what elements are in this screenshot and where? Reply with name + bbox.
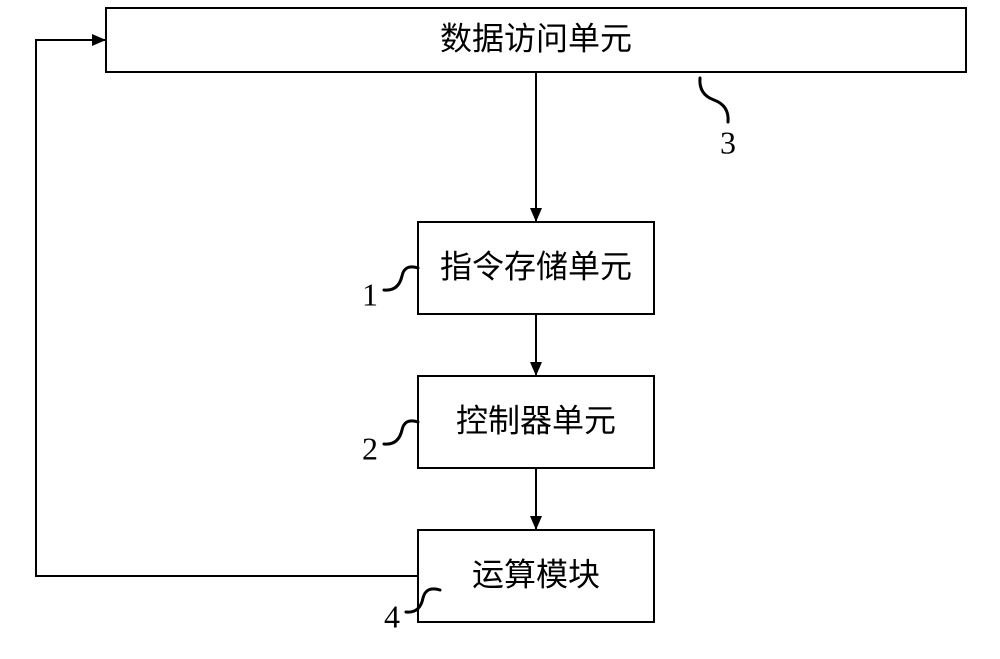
ref-number-1: 1 bbox=[362, 276, 378, 312]
node-top: 数据访问单元 bbox=[106, 8, 966, 72]
node-instr-label: 指令存储单元 bbox=[440, 248, 632, 284]
node-instr: 指令存储单元 bbox=[418, 222, 654, 314]
node-ctrl: 控制器单元 bbox=[418, 376, 654, 468]
ref-squiggle-1 bbox=[384, 267, 418, 290]
node-op: 运算模块 bbox=[418, 530, 654, 622]
ref-squiggle-4 bbox=[406, 589, 440, 612]
node-ctrl-label: 控制器单元 bbox=[456, 402, 616, 438]
ref-label-1: 1 bbox=[362, 267, 418, 312]
ref-number-3: 3 bbox=[720, 124, 736, 160]
node-top-label: 数据访问单元 bbox=[440, 20, 632, 56]
ref-number-2: 2 bbox=[362, 430, 378, 466]
ref-squiggle-3 bbox=[700, 78, 728, 122]
ref-number-4: 4 bbox=[384, 598, 400, 634]
ref-label-3: 3 bbox=[700, 78, 736, 160]
ref-squiggle-2 bbox=[384, 421, 418, 444]
ref-label-2: 2 bbox=[362, 421, 418, 466]
node-op-label: 运算模块 bbox=[472, 556, 600, 592]
edge-op-to-top bbox=[36, 40, 418, 576]
ref-label-4: 4 bbox=[384, 589, 440, 634]
